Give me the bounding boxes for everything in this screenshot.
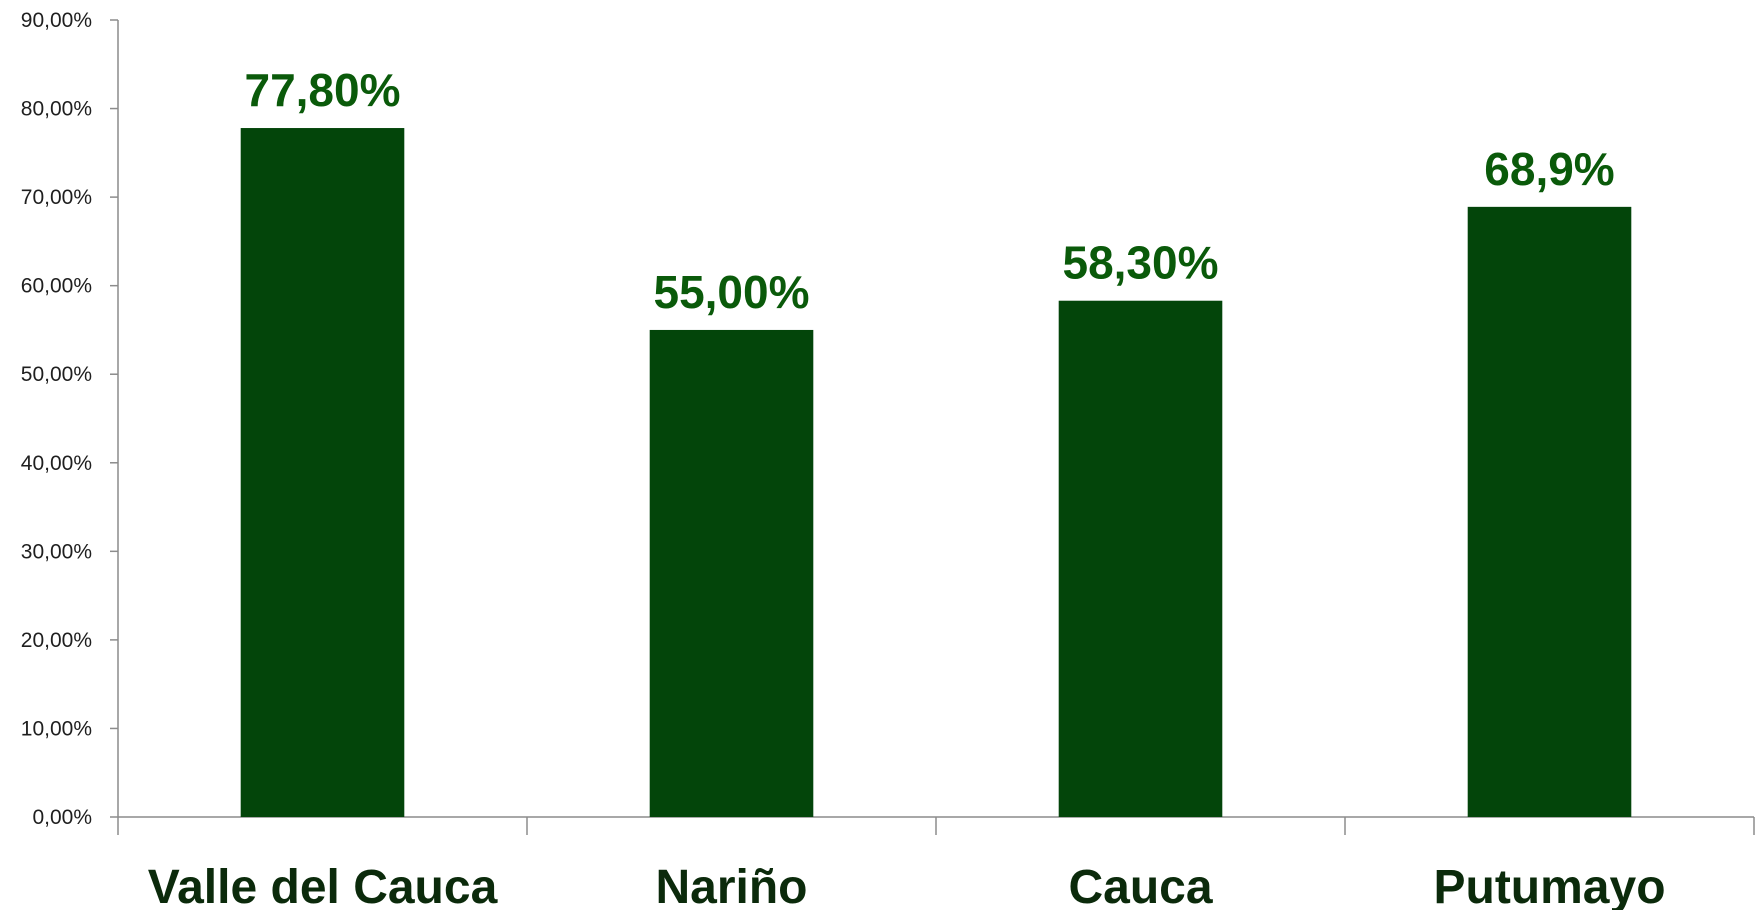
x-tick-label: Cauca <box>1068 861 1212 910</box>
bar <box>1467 206 1632 817</box>
bar <box>1058 300 1223 818</box>
y-tick-label: 0,00% <box>32 806 92 829</box>
data-labels: 77,80% 55,00% 58,30% 68,9% <box>244 64 1614 318</box>
y-tick-label: 10,00% <box>21 717 92 740</box>
x-tick-label: Valle del Cauca <box>148 861 498 910</box>
data-label: 55,00% <box>653 266 809 318</box>
x-axis <box>117 816 1755 835</box>
x-tick-labels: Valle del Cauca Nariño Cauca Putumayo <box>148 861 1666 910</box>
y-tick-label: 50,00% <box>21 363 92 386</box>
y-tick-label: 80,00% <box>21 98 92 121</box>
x-tick-label: Putumayo <box>1433 861 1665 910</box>
y-tick-label: 60,00% <box>21 275 92 298</box>
bars <box>240 128 1632 818</box>
y-tick-label: 90,00% <box>21 9 92 32</box>
y-tick-label: 70,00% <box>21 186 92 209</box>
x-tick-label: Nariño <box>655 861 807 910</box>
y-tick-label: 20,00% <box>21 629 92 652</box>
y-tick-label: 30,00% <box>21 540 92 563</box>
y-tick-label: 40,00% <box>21 452 92 475</box>
bar <box>649 329 814 817</box>
data-label: 77,80% <box>244 64 400 116</box>
y-axis: 0,00% 10,00% 20,00% 30,00% 40,00% 50,00% 60,00… <box>21 9 119 829</box>
data-label: 68,9% <box>1484 143 1614 195</box>
bar <box>240 128 405 817</box>
data-label: 58,30% <box>1062 237 1218 289</box>
